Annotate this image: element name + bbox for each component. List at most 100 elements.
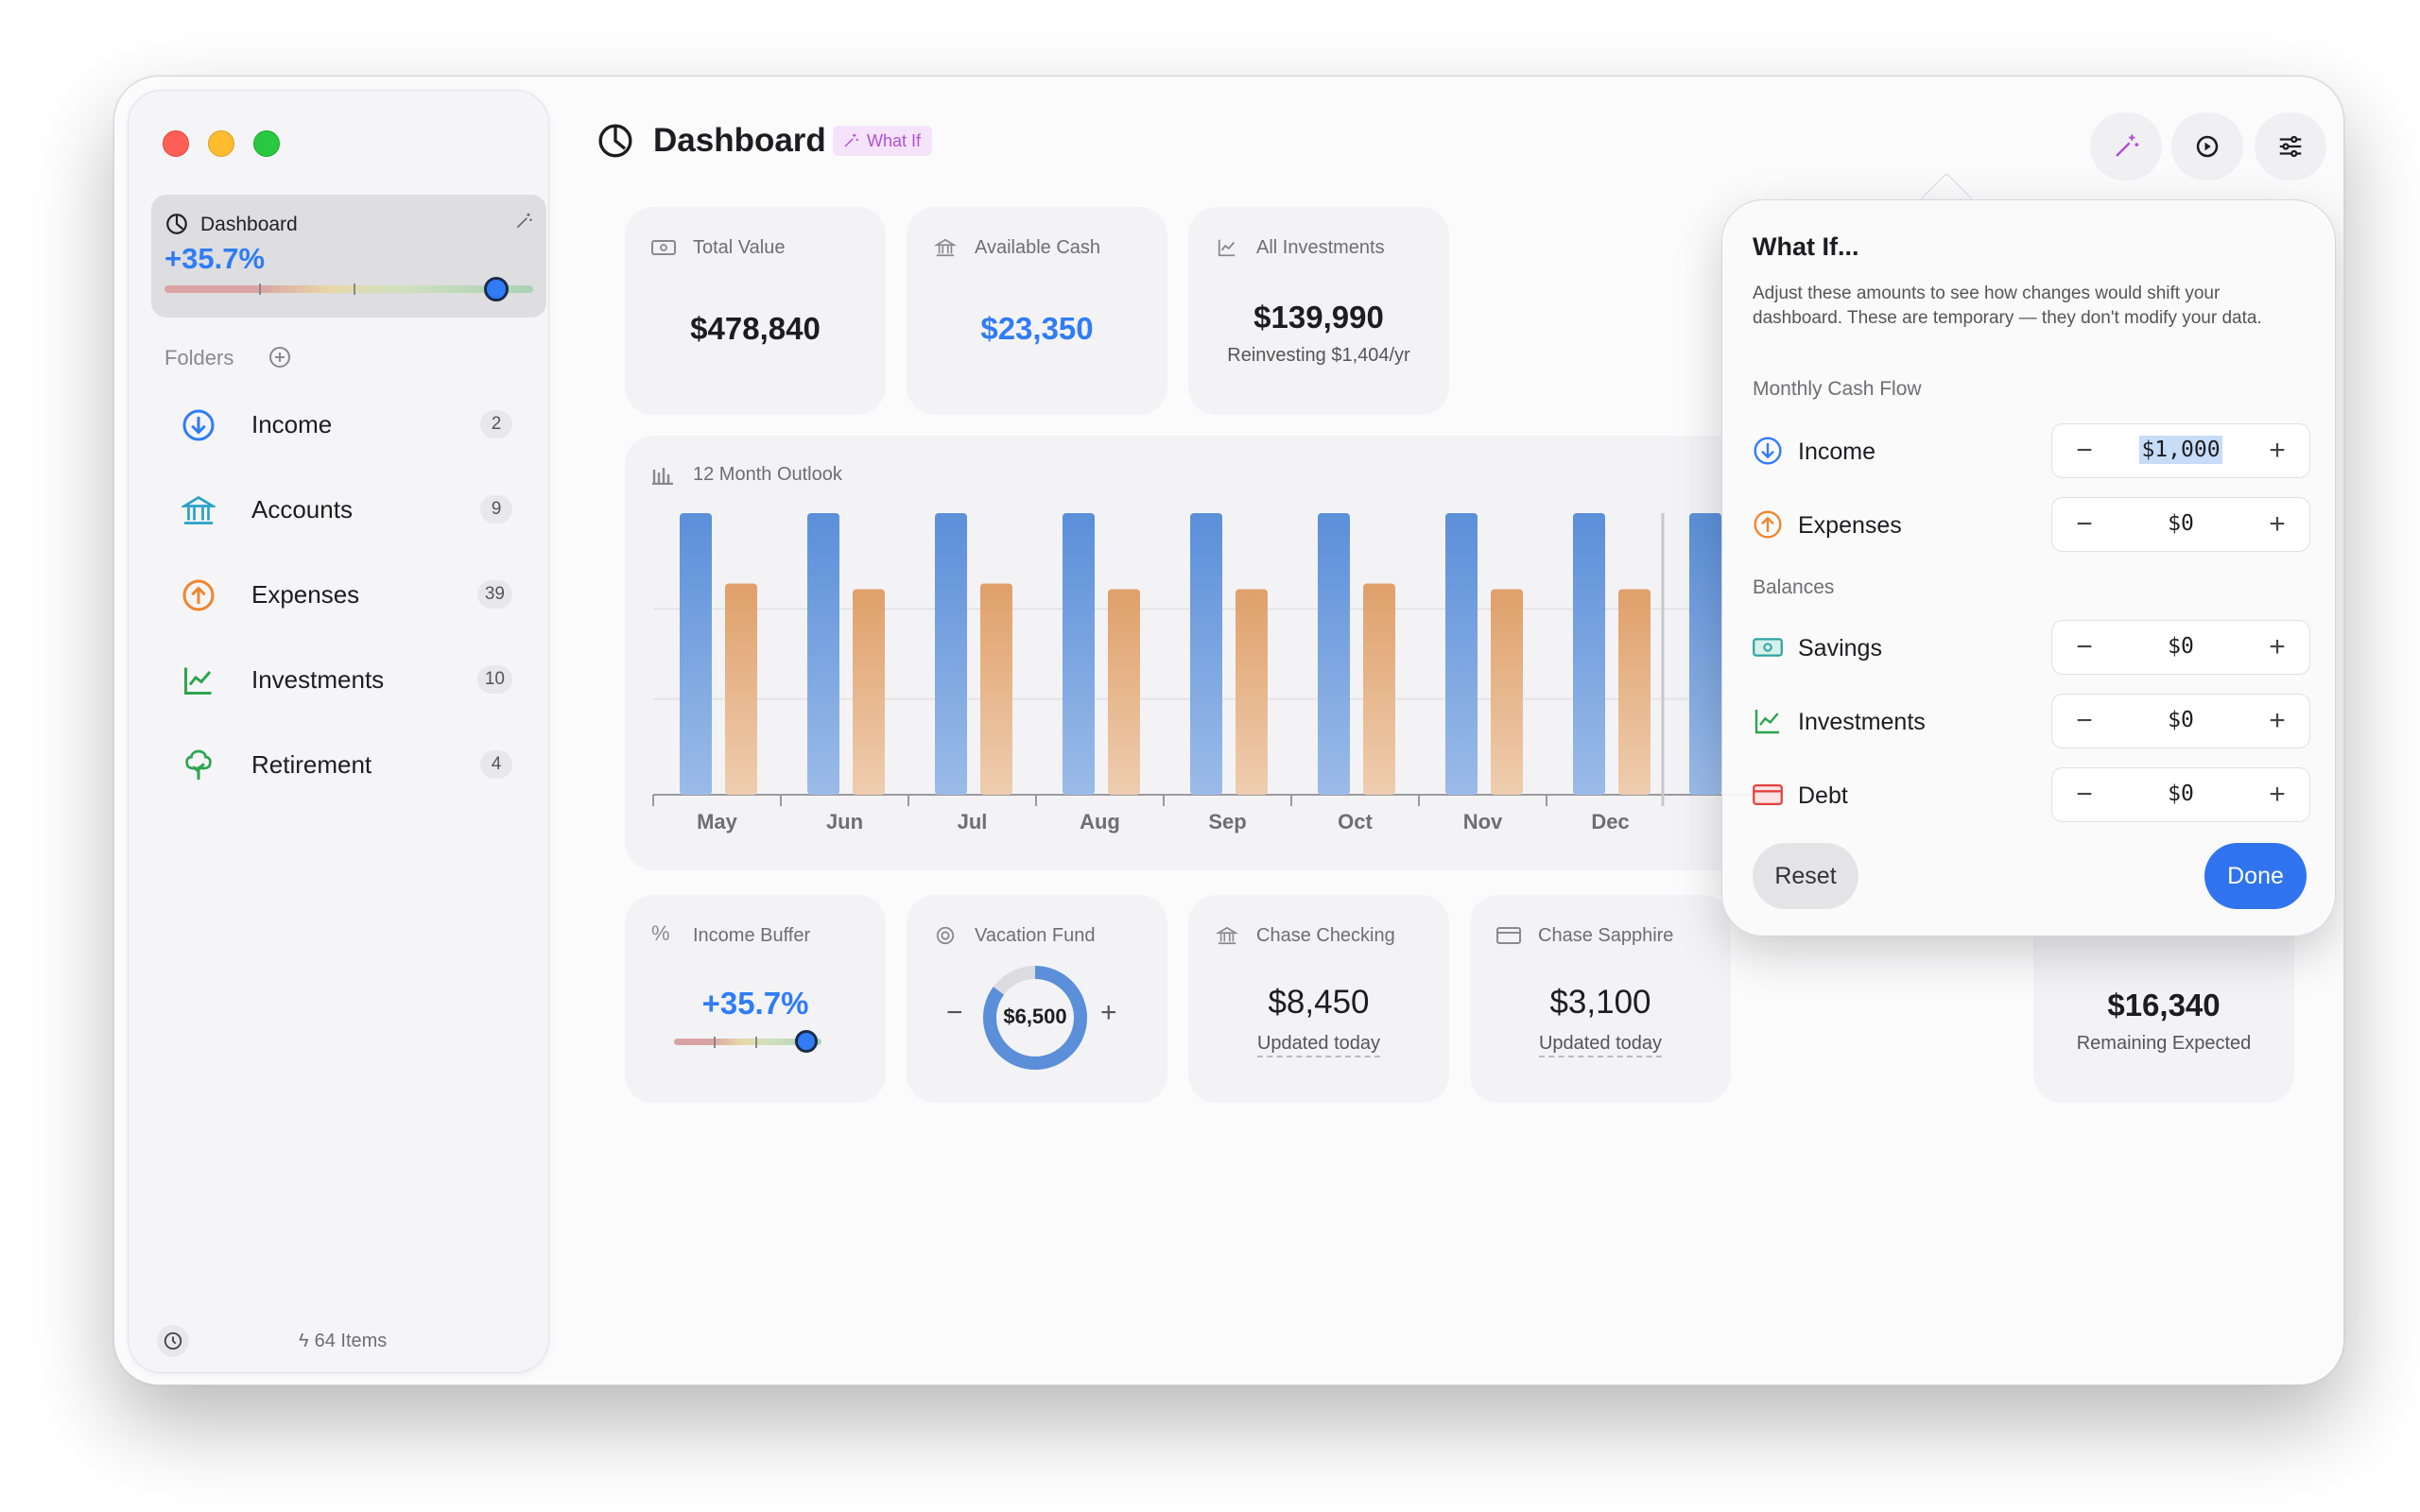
chase-checking-card[interactable]: Chase Checking $8,450 Updated today xyxy=(1188,895,1449,1103)
row-label: Expenses xyxy=(1798,512,1902,539)
chart-bar xyxy=(1573,513,1605,795)
stepper-value[interactable]: $0 xyxy=(2168,634,2194,659)
card-subtitle: Reinvesting $1,404/yr xyxy=(1227,345,1410,366)
add-folder-icon[interactable] xyxy=(268,346,291,369)
savings-stepper: − $0 + xyxy=(2051,620,2310,675)
pie-clock-icon xyxy=(166,214,187,234)
sidebar-item-count: 2 xyxy=(480,410,512,438)
sidebar-buffer-slider[interactable] xyxy=(164,277,533,301)
decrement-button[interactable]: − xyxy=(2076,631,2093,662)
what-if-badge-label: What If xyxy=(867,131,922,150)
decrement-button[interactable]: − xyxy=(2076,705,2093,736)
increment-button[interactable]: + xyxy=(2269,508,2286,540)
chart-bar xyxy=(725,583,757,795)
x-tick-label: Jul xyxy=(958,810,988,833)
pie-clock-icon xyxy=(598,124,632,158)
sidebar-item-investments[interactable]: Investments 10 xyxy=(157,646,535,713)
done-button[interactable]: Done xyxy=(2204,843,2307,909)
stepper-value-field[interactable]: $1,000 xyxy=(2118,436,2243,464)
credit-card-icon xyxy=(1496,927,1521,944)
increment-button[interactable]: + xyxy=(2269,779,2286,810)
slider-tick xyxy=(755,1037,757,1048)
sidebar-dashboard-label: Dashboard xyxy=(200,214,298,235)
slider-knob[interactable] xyxy=(795,1030,819,1053)
all-investments-card[interactable]: All Investments $139,990 Reinvesting $1,… xyxy=(1188,207,1449,415)
stepper-value[interactable]: $0 xyxy=(2168,708,2194,732)
vacation-increment-button[interactable]: + xyxy=(1100,997,1117,1028)
what-if-toolbar-button[interactable] xyxy=(2090,112,2162,180)
available-cash-card[interactable]: Available Cash $23,350 xyxy=(907,207,1167,415)
sidebar-item-income[interactable]: Income 2 xyxy=(157,391,535,457)
income-buffer-card[interactable]: % Income Buffer +35.7% xyxy=(625,895,886,1103)
sidebar-item-expenses[interactable]: Expenses 39 xyxy=(157,561,535,627)
total-value-card[interactable]: Total Value $478,840 xyxy=(625,207,886,415)
expenses-stepper: − $0 + xyxy=(2051,497,2310,552)
items-count-label: 64 Items xyxy=(314,1331,388,1351)
chart-bar xyxy=(680,513,712,795)
income-buffer-slider[interactable] xyxy=(674,1030,821,1053)
sidebar-item-label: Investments xyxy=(251,665,385,694)
banknote-icon xyxy=(1753,638,1783,657)
chart-bar xyxy=(807,513,839,795)
x-tick-label: Sep xyxy=(1208,810,1246,833)
increment-button[interactable]: + xyxy=(2269,631,2286,662)
slider-tick xyxy=(259,284,261,295)
outlook-chart-card: 12 Month Outlook May Jun Jul Aug Sep Oct Nov De… xyxy=(625,436,1759,870)
reset-button[interactable]: Reset xyxy=(1753,843,1858,909)
history-button[interactable] xyxy=(157,1325,189,1357)
vacation-fund-card[interactable]: Vacation Fund − $6,500 + xyxy=(907,895,1167,1103)
slider-tick xyxy=(714,1037,716,1048)
increment-button[interactable]: + xyxy=(2269,705,2286,736)
what-if-badge[interactable]: What If xyxy=(833,126,933,156)
vacation-decrement-button[interactable]: − xyxy=(946,997,963,1028)
sidebar-item-accounts[interactable]: Accounts 9 xyxy=(157,476,535,542)
row-label: Debt xyxy=(1798,782,1848,809)
sidebar-item-label: Retirement xyxy=(251,750,372,779)
investments-stepper: − $0 + xyxy=(2051,694,2310,748)
credit-card-icon xyxy=(1753,784,1783,805)
section-balances: Balances xyxy=(1753,576,1835,598)
vacation-progress-ring xyxy=(983,966,1087,1070)
bolt-icon: ϟ xyxy=(299,1331,309,1351)
sidebar-item-retirement[interactable]: Retirement 4 xyxy=(157,731,535,798)
card-label: Available Cash xyxy=(975,237,1101,258)
card-value: $478,840 xyxy=(690,311,821,346)
row-label: Savings xyxy=(1798,635,1882,662)
card-label: Chase Checking xyxy=(1256,925,1395,946)
card-label: Income Buffer xyxy=(693,925,811,946)
chart-line-icon xyxy=(1218,239,1236,257)
sidebar-dashboard-card[interactable]: Dashboard +35.7% xyxy=(151,195,546,318)
x-tick-label: Aug xyxy=(1080,810,1120,833)
income-stepper: − $1,000 + xyxy=(2051,423,2310,478)
card-value: $8,450 xyxy=(1268,984,1370,1021)
minimize-window-button[interactable] xyxy=(208,130,234,157)
chart-bar xyxy=(1689,513,1721,795)
settings-toolbar-button[interactable] xyxy=(2255,112,2326,180)
decrement-button[interactable]: − xyxy=(2076,508,2093,540)
close-window-button[interactable] xyxy=(163,130,189,157)
card-subtitle: Updated today xyxy=(1256,1033,1381,1057)
card-label: Vacation Fund xyxy=(975,925,1096,946)
increment-button[interactable]: + xyxy=(2269,435,2286,466)
sidebar-item-count: 10 xyxy=(476,665,512,694)
app-window: Dashboard +35.7% Folders Income 2 Accoun… xyxy=(113,76,2344,1385)
what-if-row-income: Income − $1,000 + xyxy=(1753,423,2310,480)
zoom-window-button[interactable] xyxy=(253,130,280,157)
card-subtitle: Updated today xyxy=(1538,1033,1663,1057)
chase-sapphire-card[interactable]: Chase Sapphire $3,100 Updated today xyxy=(1470,895,1731,1103)
chart-line-icon xyxy=(184,667,212,695)
chart-bar xyxy=(980,583,1012,795)
slider-knob[interactable] xyxy=(484,277,509,301)
x-tick-label: Nov xyxy=(1463,810,1503,833)
activity-toolbar-button[interactable] xyxy=(2171,112,2243,180)
what-if-row-expenses: Expenses − $0 + xyxy=(1753,497,2310,554)
decrement-button[interactable]: − xyxy=(2076,779,2093,810)
arrow-up-circle-icon xyxy=(1754,510,1782,539)
decrement-button[interactable]: − xyxy=(2076,435,2093,466)
popover-title: What If... xyxy=(1753,232,1859,261)
stepper-value[interactable]: $0 xyxy=(2168,782,2194,806)
card-label: Total Value xyxy=(693,237,786,258)
percent-icon: % xyxy=(651,921,670,945)
stepper-value[interactable]: $0 xyxy=(2168,511,2194,536)
arrow-down-circle-icon xyxy=(1754,437,1782,465)
